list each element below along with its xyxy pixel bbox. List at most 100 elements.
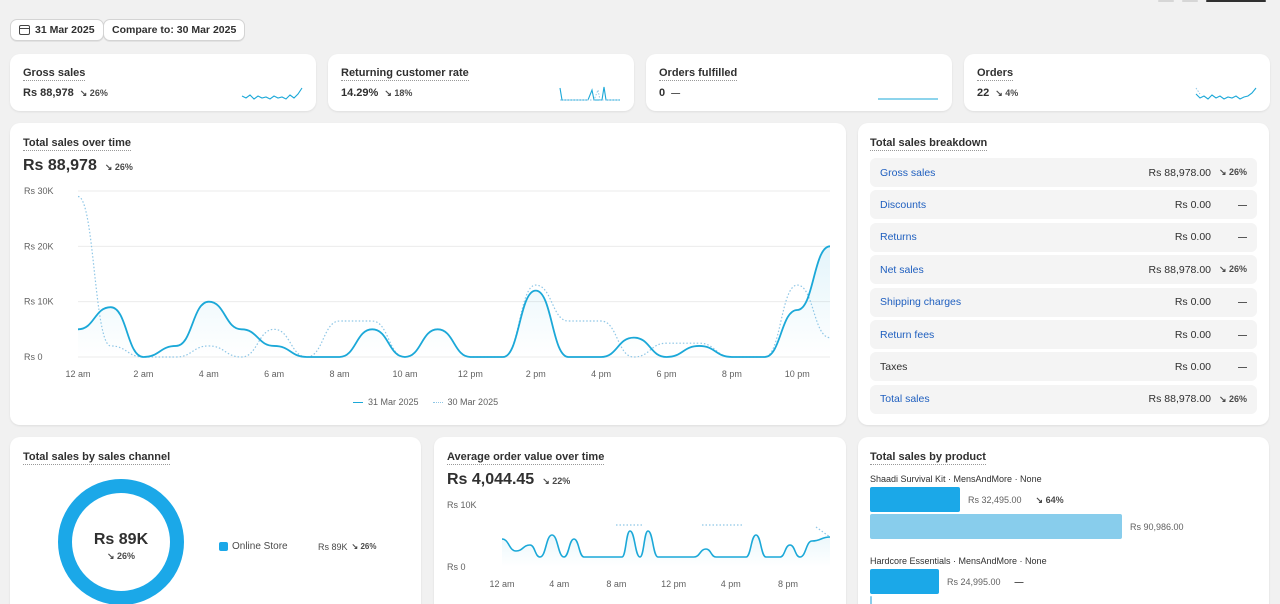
breakdown-amount: Rs 88,978.00 [1148, 263, 1211, 276]
kpi-value: 0 — [659, 87, 680, 99]
kpi-title: Gross sales [23, 67, 86, 81]
breakdown-change: ↘ 26% [1218, 393, 1247, 404]
series-area-current [502, 531, 830, 567]
date-range-button[interactable]: 31 Mar 2025 [10, 19, 104, 41]
y-tick-label: Rs 20K [24, 241, 54, 251]
kpi-card-gross-sales[interactable]: Gross sales Rs 88,978 ↘ 26% [10, 54, 316, 111]
y-tick-label: Rs 0 [24, 352, 43, 362]
x-tick-label: 4 pm [721, 579, 741, 589]
kpi-change: — [671, 88, 681, 98]
series-line-current[interactable] [77, 245, 831, 358]
aov-value: Rs 4,044.45 [447, 471, 535, 488]
kpi-title: Orders fulfilled [659, 67, 738, 81]
x-tick-label: 12 am [65, 369, 90, 379]
breakdown-label[interactable]: Net sales [880, 263, 924, 276]
toolbar-stub [1182, 0, 1198, 2]
chart-legend: 31 Mar 2025 30 Mar 2025 [353, 397, 498, 407]
aov-card: Average order value over time Rs 4,044.4… [434, 437, 846, 604]
product-bar-label-previous: Rs 90,986.00 [1130, 522, 1184, 532]
channel-value: Rs 89K [318, 541, 348, 552]
breakdown-row[interactable]: Discounts Rs 0.00 — [870, 190, 1257, 220]
y-tick-label: Rs 0 [447, 562, 466, 572]
donut-center: Rs 89K ↘ 26% [81, 531, 161, 562]
calendar-icon [19, 25, 30, 35]
top-right-actions [1158, 0, 1266, 2]
kpi-value: Rs 88,978 ↘ 26% [23, 87, 108, 99]
kpi-sparkline [878, 98, 938, 100]
sales-breakdown-card: Total sales breakdown Gross sales Rs 88,9… [858, 123, 1269, 425]
breakdown-amount: Rs 0.00 [1174, 198, 1211, 211]
product-bar-current[interactable] [870, 487, 960, 512]
product-bar-label: Rs 24,995.00 — [947, 577, 1024, 587]
breakdown-amount: Rs 0.00 [1174, 328, 1211, 341]
breakdown-label[interactable]: Returns [880, 231, 917, 244]
breakdown-row[interactable]: Gross sales Rs 88,978.00 ↘ 26% [870, 158, 1257, 187]
x-tick-label: 8 pm [778, 579, 798, 589]
sales-total-change: ↘ 26% [104, 162, 133, 172]
breakdown-change: — [1238, 297, 1247, 308]
series-line-previous[interactable] [616, 524, 831, 538]
series-line-current[interactable] [501, 530, 831, 558]
breakdown-row[interactable]: Net sales Rs 88,978.00 ↘ 26% [870, 255, 1257, 285]
product-bar-previous[interactable] [870, 514, 1122, 539]
breakdown-row[interactable]: Returns Rs 0.00 — [870, 222, 1257, 252]
kpi-title: Returning customer rate [341, 67, 469, 81]
breakdown-change: ↘ 26% [1218, 264, 1247, 275]
kpi-title: Orders [977, 67, 1014, 81]
y-tick-label: Rs 10K [24, 297, 54, 307]
sales-over-time-chart[interactable]: Rs 0 Rs 10K Rs 20K Rs 30K 12 am 2 am 4 am 6 am 8… [10, 179, 846, 385]
kpi-value: 22 ↘ 4% [977, 87, 1018, 99]
breakdown-row[interactable]: Total sales Rs 88,978.00 ↘ 26% [870, 384, 1257, 414]
card-title: Total sales by sales channel [23, 451, 171, 465]
kpi-card-orders[interactable]: Orders 22 ↘ 4% [964, 54, 1270, 111]
x-tick-label: 12 am [489, 579, 514, 589]
legend-previous[interactable]: 30 Mar 2025 [432, 397, 498, 407]
breakdown-change: — [1238, 361, 1247, 372]
donut-slice-online-store[interactable] [58, 479, 184, 604]
breakdown-amount: Rs 0.00 [1174, 296, 1211, 309]
product-current-value: Rs 24,995.00 [947, 577, 1001, 587]
aov-total: Rs 4,044.45 ↘ 22% [447, 471, 570, 489]
x-tick-label: 8 am [606, 579, 626, 589]
breakdown-label[interactable]: Gross sales [880, 166, 936, 179]
breakdown-label[interactable]: Discounts [880, 198, 927, 211]
compare-button[interactable]: Compare to: 30 Mar 2025 [103, 19, 246, 41]
kpi-sparkline [241, 87, 303, 100]
channel-donut-chart[interactable] [56, 477, 186, 604]
breakdown-label: Taxes [880, 360, 908, 373]
x-tick-label: 4 am [199, 369, 219, 379]
product-bar-current[interactable] [870, 569, 939, 594]
compare-label: Compare to: 30 Mar 2025 [112, 24, 237, 36]
aov-chart[interactable]: Rs 0 Rs 10K 12 am 4 am 8 am 12 pm 4 pm 8 pm [434, 497, 846, 597]
breakdown-label[interactable]: Shipping charges [880, 296, 962, 309]
sales-total: Rs 88,978 ↘ 26% [23, 157, 133, 175]
card-title: Average order value over time [447, 451, 605, 465]
breakdown-row[interactable]: Return fees Rs 0.00 — [870, 320, 1257, 349]
product-bar-previous[interactable] [870, 596, 872, 604]
kpi-value-text: 22 [977, 87, 990, 99]
color-swatch [219, 542, 228, 551]
breakdown-label[interactable]: Return fees [880, 328, 935, 341]
card-title: Total sales over time [23, 137, 132, 151]
x-tick-label: 8 pm [722, 369, 742, 379]
breakdown-row: Taxes Rs 0.00 — [870, 352, 1257, 382]
channel-row-online-store[interactable]: Online Store Rs 89K ↘ 26% [219, 541, 376, 552]
breakdown-change: — [1238, 329, 1247, 340]
breakdown-change: — [1238, 199, 1247, 210]
breakdown-label[interactable]: Total sales [880, 393, 930, 406]
legend-current-label: 31 Mar 2025 [368, 397, 419, 407]
legend-current[interactable]: 31 Mar 2025 [353, 397, 419, 407]
product-name: Hardcore Essentials · MensAndMore · None [870, 556, 1047, 566]
kpi-value-text: 14.29% [341, 87, 379, 99]
sales-total-value: Rs 88,978 [23, 157, 97, 174]
x-tick-label: 12 pm [661, 579, 686, 589]
sales-channel-card: Total sales by sales channel Rs 89K ↘ 26… [10, 437, 421, 604]
primary-action-stub[interactable] [1206, 0, 1266, 2]
x-tick-label: 2 am [133, 369, 153, 379]
kpi-card-returning-rate[interactable]: Returning customer rate 14.29% ↘ 18% [328, 54, 634, 111]
breakdown-row[interactable]: Shipping charges Rs 0.00 — [870, 287, 1257, 317]
product-change: — [1014, 577, 1024, 587]
card-title: Total sales by product [870, 451, 986, 465]
kpi-card-orders-fulfilled[interactable]: Orders fulfilled 0 — [646, 54, 952, 111]
product-bar-label: Rs 32,495.00 ↘ 64% [968, 495, 1064, 506]
